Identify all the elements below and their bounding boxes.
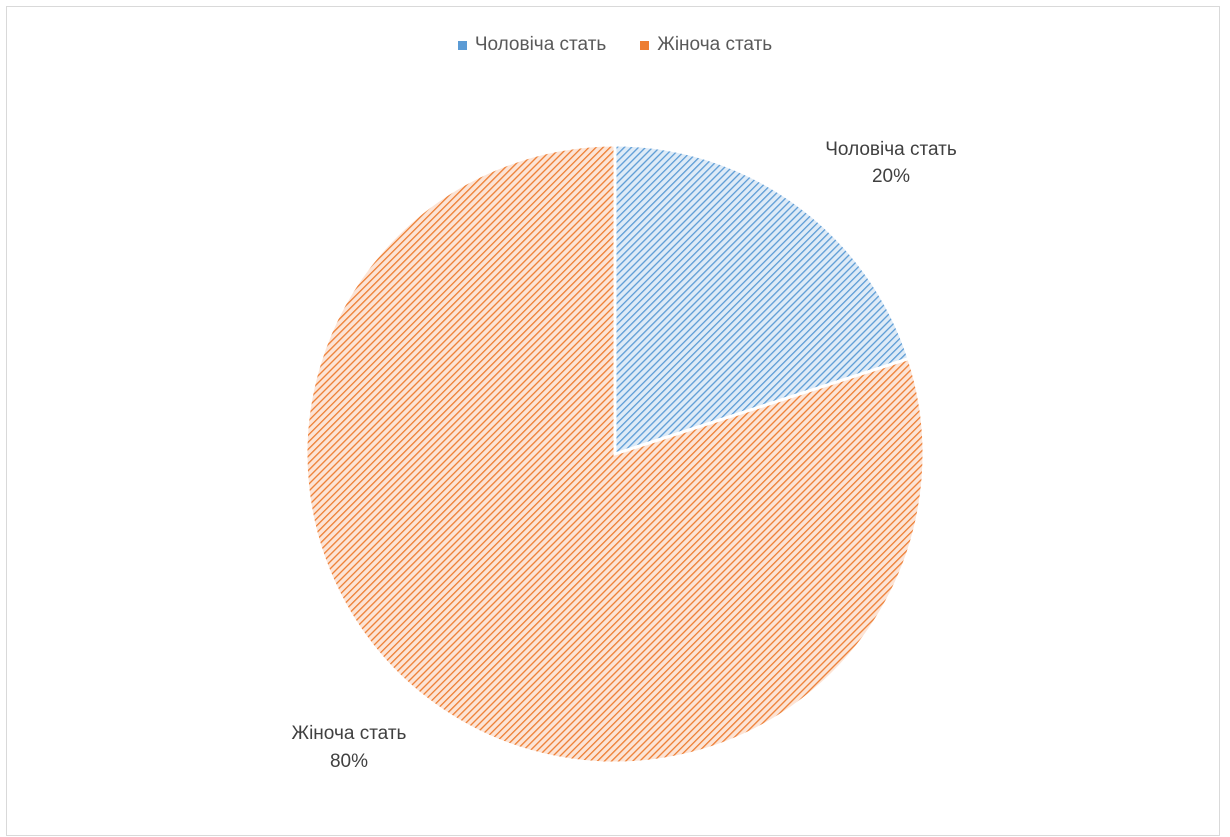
- legend-swatch-male: [457, 40, 467, 50]
- data-label-male-category: Чоловіча стать: [825, 139, 957, 160]
- legend-item-female[interactable]: Жіноча стать: [640, 34, 772, 56]
- legend-label-male: Чоловіча стать: [474, 34, 607, 55]
- pie-slices: [304, 143, 926, 765]
- legend-swatch-female: [640, 40, 650, 50]
- legend-item-male[interactable]: Чоловіча стать: [457, 34, 607, 56]
- data-label-female-value: 80%: [330, 751, 368, 772]
- legend-label-female: Жіноча стать: [657, 34, 773, 55]
- data-label-male-value: 20%: [872, 166, 910, 187]
- data-label-female-category: Жіноча стать: [292, 723, 407, 744]
- legend: Чоловіча стать Жіноча стать: [0, 34, 1230, 56]
- pie-slice-male[interactable]: [613, 143, 911, 457]
- data-labels: Чоловіча стать 20% Жіноча стать 80%: [292, 139, 957, 772]
- pie-slice-female[interactable]: [304, 143, 926, 765]
